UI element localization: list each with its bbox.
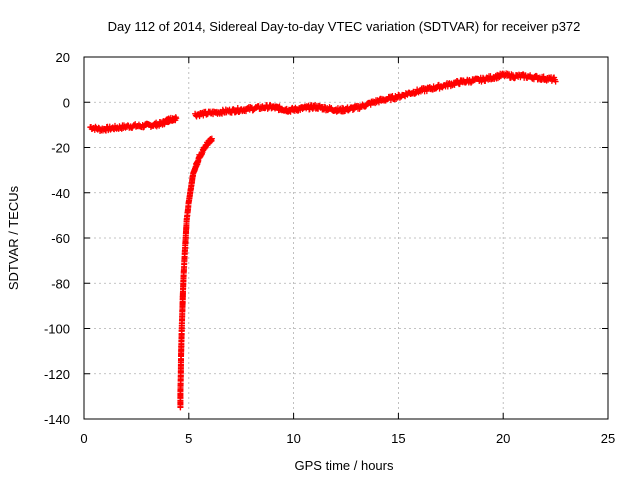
x-tick-label: 20	[496, 431, 510, 446]
y-tick-label: -80	[51, 276, 70, 291]
y-axis-label: SDTVAR / TECUs	[6, 185, 21, 290]
x-tick-label: 5	[185, 431, 192, 446]
x-tick-label: 10	[286, 431, 300, 446]
y-tick-label: -140	[44, 412, 70, 427]
x-axis-label: GPS time / hours	[295, 458, 394, 473]
data-points	[87, 70, 559, 411]
data-point	[552, 78, 559, 85]
data-point	[173, 115, 180, 122]
y-tick-label: -100	[44, 322, 70, 337]
data-point	[200, 112, 207, 119]
y-tick-label: -40	[51, 186, 70, 201]
grid-lines	[84, 57, 608, 419]
x-tick-label: 15	[391, 431, 405, 446]
y-tick-label: -60	[51, 231, 70, 246]
y-tick-label: 20	[56, 50, 70, 65]
x-tick-labels: 0 5 10 15 20 25	[80, 431, 615, 446]
y-tick-label: -20	[51, 141, 70, 156]
axis-ticks	[83, 56, 609, 420]
chart-title: Day 112 of 2014, Sidereal Day-to-day VTE…	[108, 19, 581, 34]
y-tick-labels: -140 -120 -100 -80 -60 -40 -20 0 20	[44, 50, 70, 427]
y-tick-label: -120	[44, 367, 70, 382]
x-tick-label: 0	[80, 431, 87, 446]
y-tick-label: 0	[63, 95, 70, 110]
x-tick-label: 25	[601, 431, 615, 446]
data-point	[208, 135, 215, 142]
